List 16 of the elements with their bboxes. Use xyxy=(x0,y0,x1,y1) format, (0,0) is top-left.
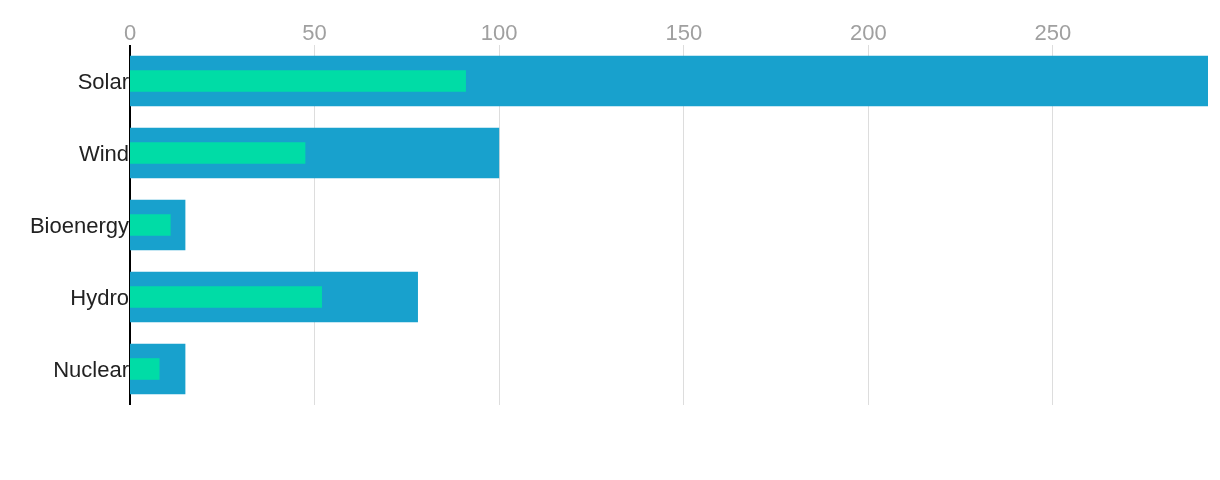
bar xyxy=(130,286,322,308)
x-tick-label: 100 xyxy=(480,19,518,45)
y-tick-label: Hydro xyxy=(70,284,129,310)
bar xyxy=(130,358,160,380)
x-tick-label: 250 xyxy=(1034,19,1072,45)
bar xyxy=(130,70,466,92)
x-tick-label: 200 xyxy=(850,19,887,45)
x-tick-label: 0 xyxy=(123,19,137,45)
bar xyxy=(130,214,171,236)
x-tick-label: 50 xyxy=(302,19,327,45)
y-tick-label: Wind xyxy=(78,140,129,166)
y-tick-label: Bioenergy xyxy=(29,212,129,238)
bar xyxy=(130,142,306,164)
x-tick-label: 150 xyxy=(665,19,703,45)
y-tick-label: Nuclear xyxy=(53,356,129,382)
y-tick-label: Solar xyxy=(77,68,129,94)
